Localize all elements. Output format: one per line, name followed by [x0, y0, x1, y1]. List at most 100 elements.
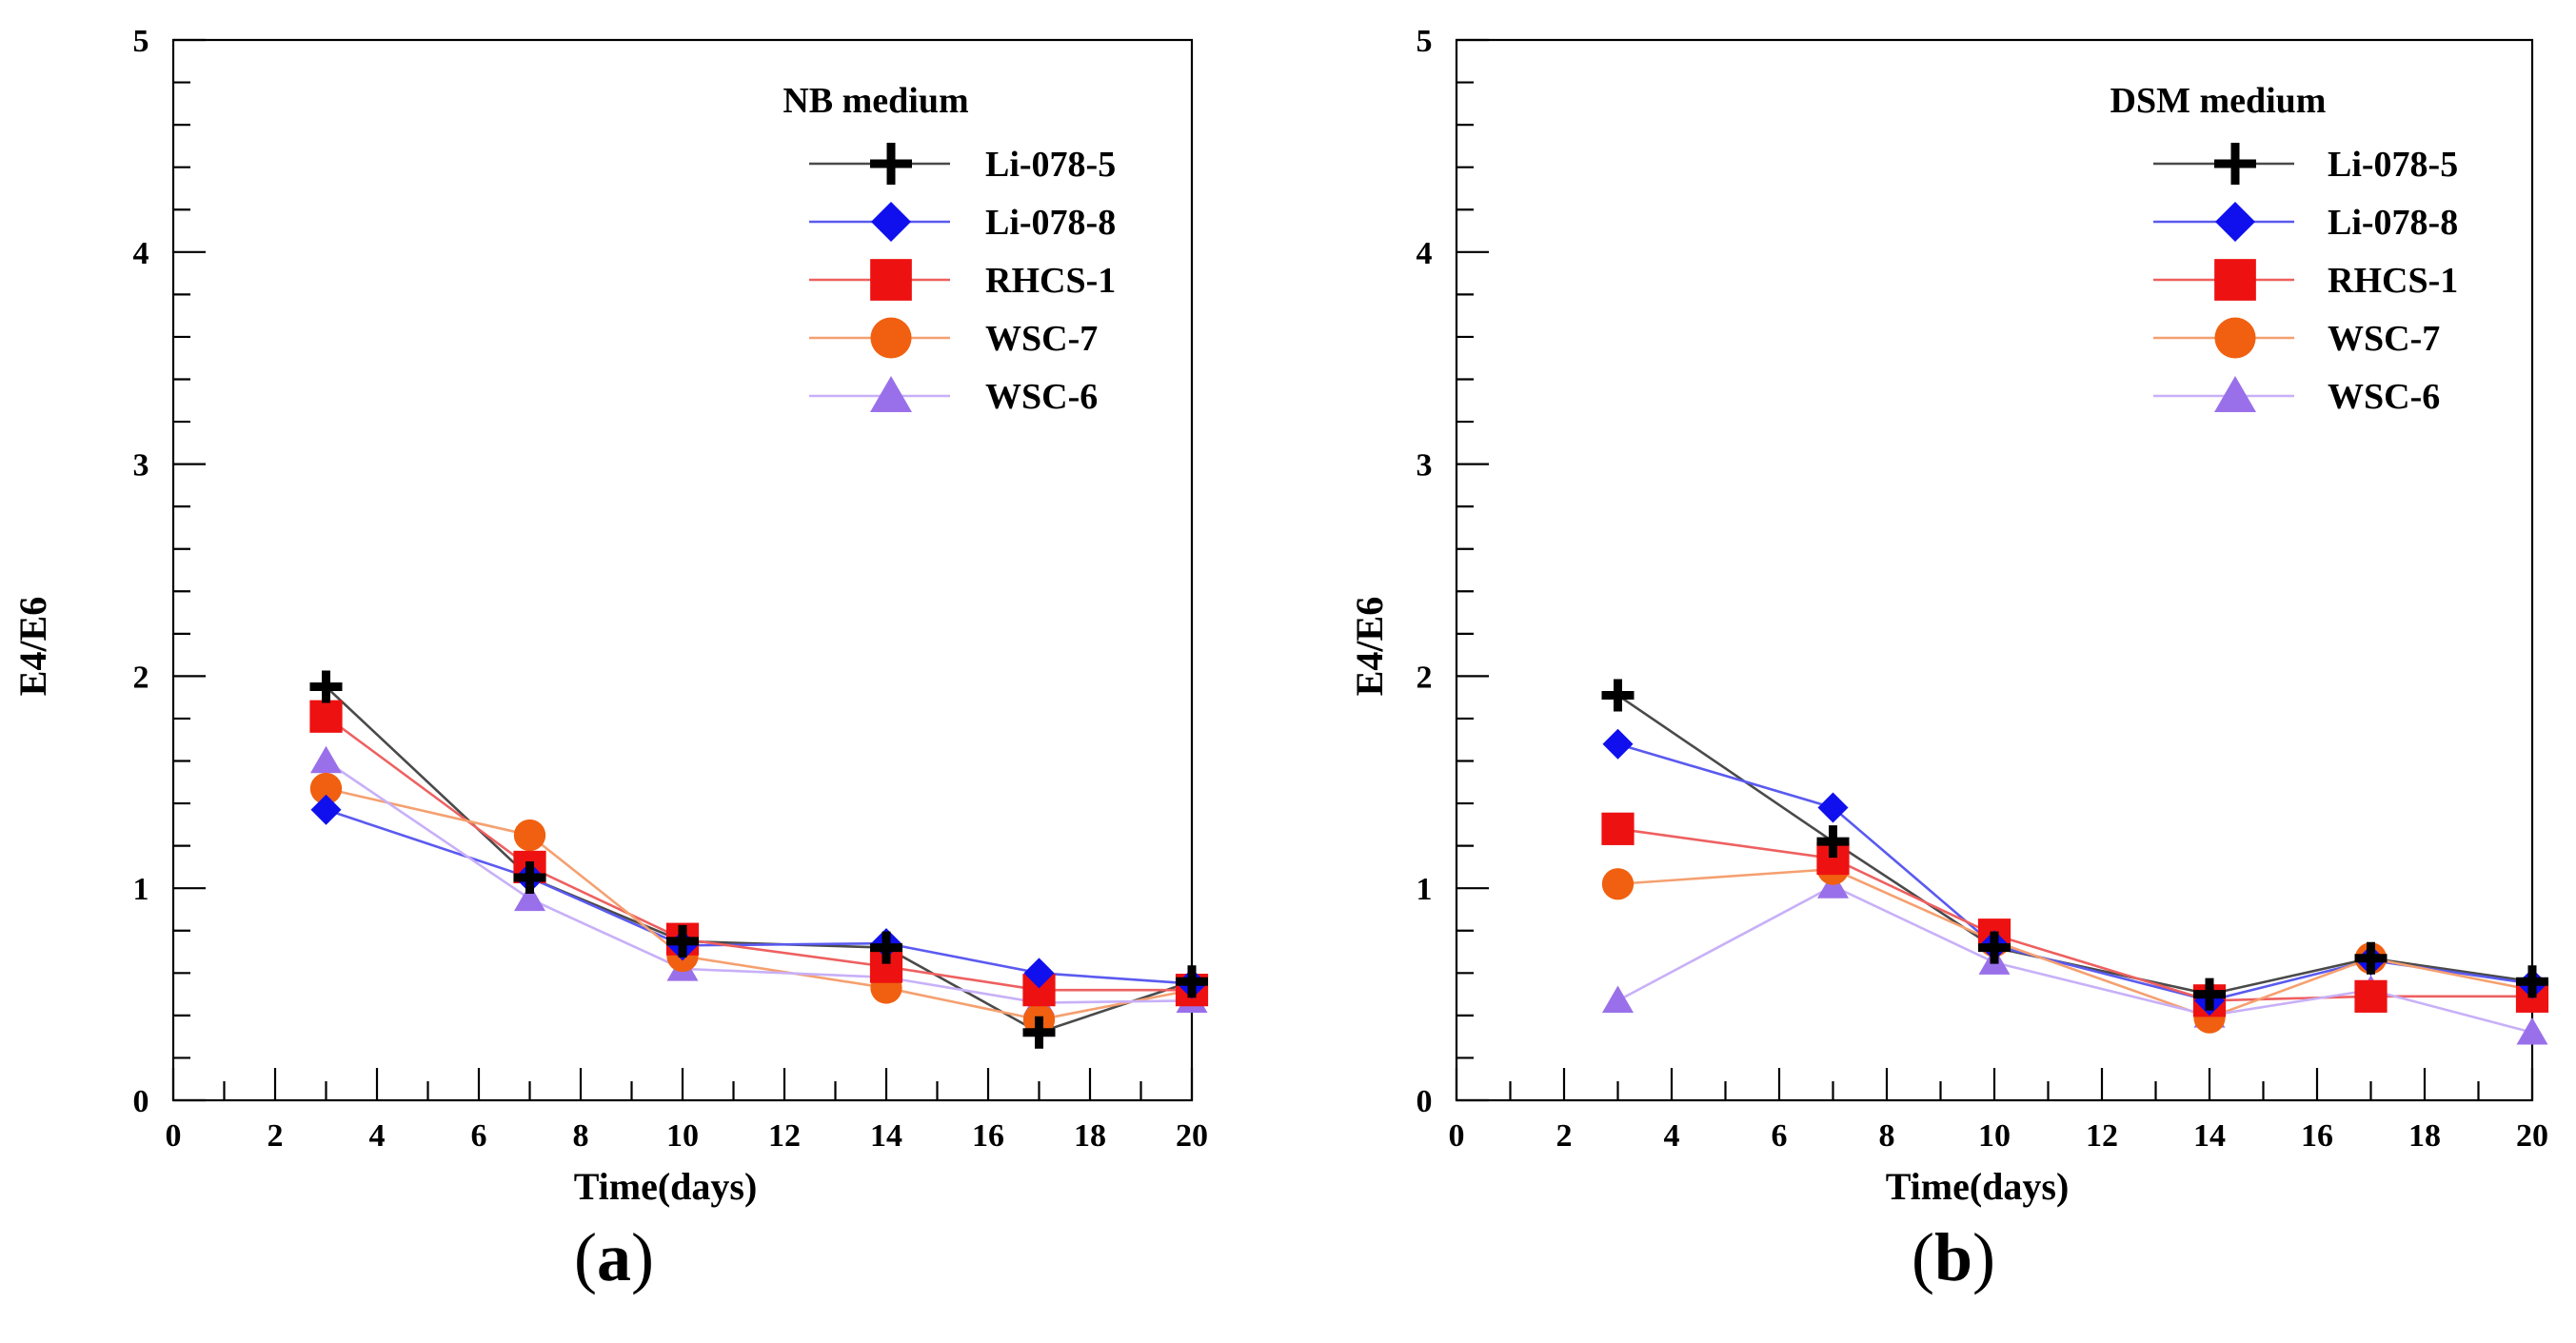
x-tick-label: 14 — [870, 1118, 902, 1154]
panel-label-letter: a — [597, 1219, 631, 1295]
data-point-li-078-5 — [2193, 978, 2226, 1011]
legend-marker-plus-icon — [2214, 143, 2256, 185]
panel-label-open: ( — [1912, 1219, 1934, 1295]
legend-marker-diamond-icon — [2215, 202, 2255, 242]
x-tick-label: 2 — [268, 1118, 284, 1154]
series-line-wsc-7 — [326, 787, 1193, 1021]
legend-label: WSC-7 — [2328, 319, 2440, 359]
x-tick-label: 0 — [166, 1118, 182, 1154]
panel-label-letter: b — [1934, 1219, 1972, 1295]
series-line-li-078-5 — [325, 685, 1193, 1035]
series-line-wsc-6 — [1616, 884, 2533, 1034]
data-point-rhcs-1 — [1601, 812, 1635, 845]
x-tick-label: 12 — [2086, 1118, 2118, 1154]
series-markers — [1601, 679, 2549, 1045]
series-lines — [1616, 694, 2533, 1034]
panel-label: (a) — [574, 1219, 654, 1295]
panel-label-close: ) — [1972, 1219, 1995, 1295]
legend-label: Li-078-5 — [2328, 145, 2458, 185]
series-line-li-078-5 — [1616, 694, 2533, 996]
legend-label: Li-078-8 — [985, 203, 1116, 243]
legend-label: RHCS-1 — [985, 261, 1116, 301]
legend-label: Li-078-8 — [2328, 203, 2458, 243]
legend-label: RHCS-1 — [2328, 261, 2458, 301]
data-point-wsc-7 — [309, 772, 343, 805]
x-tick-label: 6 — [1772, 1118, 1788, 1154]
data-point-li-078-8 — [1602, 728, 1634, 760]
data-point-li-078-5 — [1601, 679, 1635, 712]
y-axis-title: E4/E6 — [1348, 597, 1391, 696]
x-tick-label: 16 — [972, 1118, 1004, 1154]
y-tick-label: 5 — [1417, 24, 1433, 59]
x-tick-label: 12 — [768, 1118, 801, 1154]
legend-marker-triangle-icon — [870, 376, 912, 412]
legend-label: Li-078-5 — [985, 145, 1116, 185]
x-tick-label: 16 — [2301, 1118, 2333, 1154]
legend-label: WSC-7 — [985, 319, 1098, 359]
series-line-wsc-6 — [325, 760, 1193, 1004]
data-point-li-078-5 — [2354, 941, 2388, 975]
x-tick-label: 0 — [1449, 1118, 1465, 1154]
panel-label: (b) — [1912, 1219, 1995, 1295]
y-axis: 0 1 2 3 4 5 — [1417, 24, 1489, 1119]
data-point-li-078-5 — [309, 670, 343, 703]
y-tick-label: 0 — [1417, 1084, 1433, 1119]
data-point-li-078-8 — [310, 794, 342, 825]
x-axis: 0 2 4 6 8 10 12 14 16 18 20 — [166, 1068, 1208, 1154]
x-tick-label: 10 — [666, 1118, 699, 1154]
x-tick-label: 4 — [369, 1118, 386, 1154]
data-point-li-078-5 — [870, 931, 902, 964]
data-point-li-078-8 — [1817, 792, 1849, 823]
series-lines — [325, 685, 1193, 1035]
panel-label-close: ) — [631, 1219, 654, 1295]
x-tick-label: 8 — [573, 1118, 589, 1154]
data-point-wsc-6 — [310, 745, 342, 774]
y-tick-label: 1 — [133, 872, 149, 907]
data-point-li-078-5 — [666, 924, 699, 958]
y-tick-label: 2 — [1417, 660, 1433, 695]
y-axis-title: E4/E6 — [11, 597, 54, 696]
legend-marker-square-icon — [870, 259, 912, 301]
data-point-wsc-6 — [514, 883, 545, 912]
data-point-li-078-8 — [1023, 958, 1055, 989]
y-tick-label: 2 — [133, 660, 149, 695]
y-tick-label: 3 — [1417, 448, 1433, 484]
data-point-wsc-7 — [513, 819, 546, 852]
data-point-li-078-5 — [1176, 965, 1208, 998]
x-axis-title: Time(days) — [574, 1165, 758, 1208]
x-tick-label: 6 — [471, 1118, 487, 1154]
x-tick-label: 4 — [1664, 1118, 1680, 1154]
data-point-rhcs-1 — [309, 700, 343, 733]
legend-title: NB medium — [783, 81, 968, 121]
legend-marker-diamond-icon — [871, 202, 911, 242]
y-tick-label: 4 — [1417, 236, 1433, 271]
y-tick-label: 4 — [133, 236, 149, 271]
y-tick-label: 5 — [133, 24, 149, 59]
legend-label: WSC-6 — [985, 377, 1098, 417]
data-point-li-078-5 — [513, 861, 546, 895]
series-markers — [309, 670, 1209, 1049]
data-point-wsc-6 — [1602, 985, 1634, 1014]
legend-marker-plus-icon — [870, 143, 912, 185]
x-axis: 0 2 4 6 8 10 12 14 16 18 20 — [1449, 1068, 2548, 1154]
x-tick-label: 2 — [1556, 1118, 1573, 1154]
series-line-li-078-8 — [326, 808, 1193, 985]
x-tick-label: 20 — [1176, 1118, 1208, 1154]
x-tick-label: 8 — [1879, 1118, 1895, 1154]
y-tick-label: 3 — [133, 448, 149, 484]
legend: NB medium Li-078-5 Li-078-8 RHCS-1 WSC-7 WSC-… — [783, 81, 1116, 417]
data-point-li-078-5 — [1022, 1016, 1056, 1049]
y-tick-label: 0 — [133, 1084, 149, 1119]
data-point-wsc-6 — [2516, 1017, 2548, 1045]
legend-marker-circle-icon — [2214, 317, 2256, 359]
y-axis: 0 1 2 3 4 5 — [133, 24, 206, 1119]
legend-marker-triangle-icon — [2214, 376, 2256, 412]
data-point-wsc-7 — [1601, 868, 1635, 900]
series-line-wsc-7 — [1617, 867, 2533, 1019]
data-point-rhcs-1 — [2354, 979, 2388, 1013]
x-tick-label: 10 — [1978, 1118, 2011, 1154]
x-tick-label: 14 — [2193, 1118, 2226, 1154]
legend-marker-circle-icon — [870, 317, 912, 359]
